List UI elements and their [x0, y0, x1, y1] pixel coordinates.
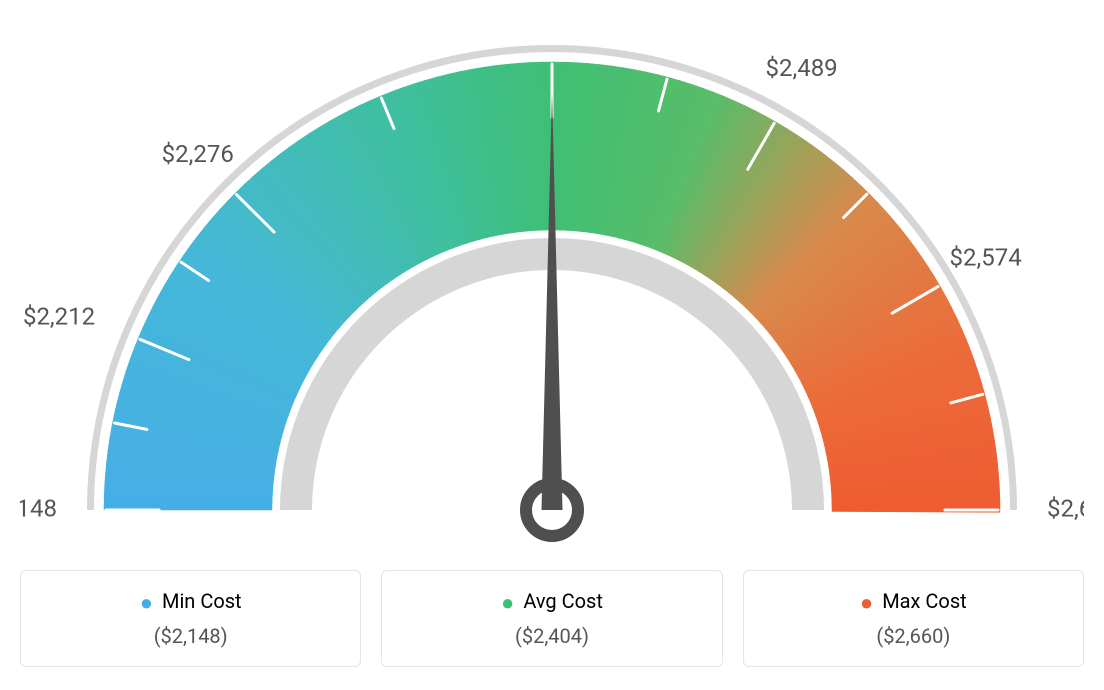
legend-avg-label: Avg Cost	[523, 589, 603, 613]
legend-avg-value: ($2,404)	[402, 624, 701, 648]
legend-max-title: ● Max Cost	[764, 589, 1063, 616]
legend-min-dot: ●	[140, 591, 153, 616]
legend-min-title: ● Min Cost	[41, 589, 340, 616]
svg-text:$2,489: $2,489	[766, 54, 838, 82]
svg-text:$2,148: $2,148	[20, 494, 57, 522]
legend-card-max: ● Max Cost ($2,660)	[743, 570, 1084, 667]
legend-min-label: Min Cost	[162, 589, 242, 613]
legend-card-min: ● Min Cost ($2,148)	[20, 570, 361, 667]
legend-max-value: ($2,660)	[764, 624, 1063, 648]
legend-avg-title: ● Avg Cost	[402, 589, 701, 616]
gauge-chart-container: $2,148$2,212$2,276$2,404$2,489$2,574$2,6…	[20, 20, 1084, 667]
svg-text:$2,660: $2,660	[1047, 494, 1084, 522]
legend-card-avg: ● Avg Cost ($2,404)	[381, 570, 722, 667]
legend-row: ● Min Cost ($2,148) ● Avg Cost ($2,404) …	[20, 570, 1084, 667]
gauge-chart: $2,148$2,212$2,276$2,404$2,489$2,574$2,6…	[20, 20, 1084, 550]
legend-avg-dot: ●	[501, 591, 514, 616]
legend-max-label: Max Cost	[882, 589, 967, 613]
legend-min-value: ($2,148)	[41, 624, 340, 648]
svg-text:$2,574: $2,574	[950, 243, 1022, 271]
svg-text:$2,212: $2,212	[23, 303, 95, 331]
legend-max-dot: ●	[860, 591, 873, 616]
svg-text:$2,276: $2,276	[162, 140, 234, 168]
